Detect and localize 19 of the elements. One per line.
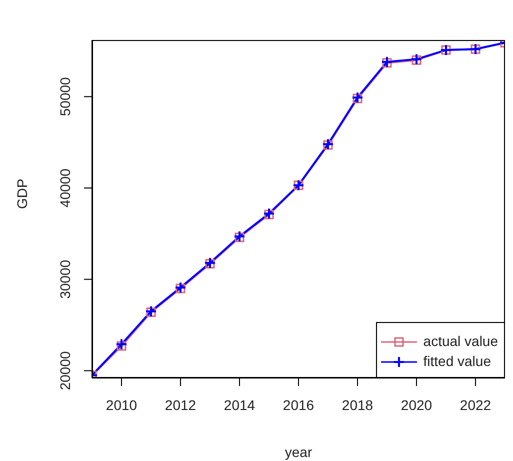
y-axis-title: GDP [14,178,30,209]
x-axis-title: year [284,444,312,460]
point [205,259,215,269]
x-tick-label: 2012 [164,396,196,413]
point [116,341,126,351]
x-tick-label: 2014 [224,396,256,413]
legend-label: fitted value [423,353,491,369]
y-tick-label: 50000 [57,76,73,116]
x-tick-label: 2018 [342,396,374,413]
legend-label: actual value [423,333,498,349]
y-tick-label: 40000 [57,168,73,208]
x-tick-label: 2010 [106,396,138,413]
point [234,232,244,242]
x-tick-label: 2016 [282,396,314,413]
y-tick-label: 20000 [57,351,73,390]
x-tick-label: 2022 [460,396,492,413]
x-tick-label: 2020 [400,396,432,413]
point [382,58,392,68]
y-tick-label: 30000 [57,260,73,299]
